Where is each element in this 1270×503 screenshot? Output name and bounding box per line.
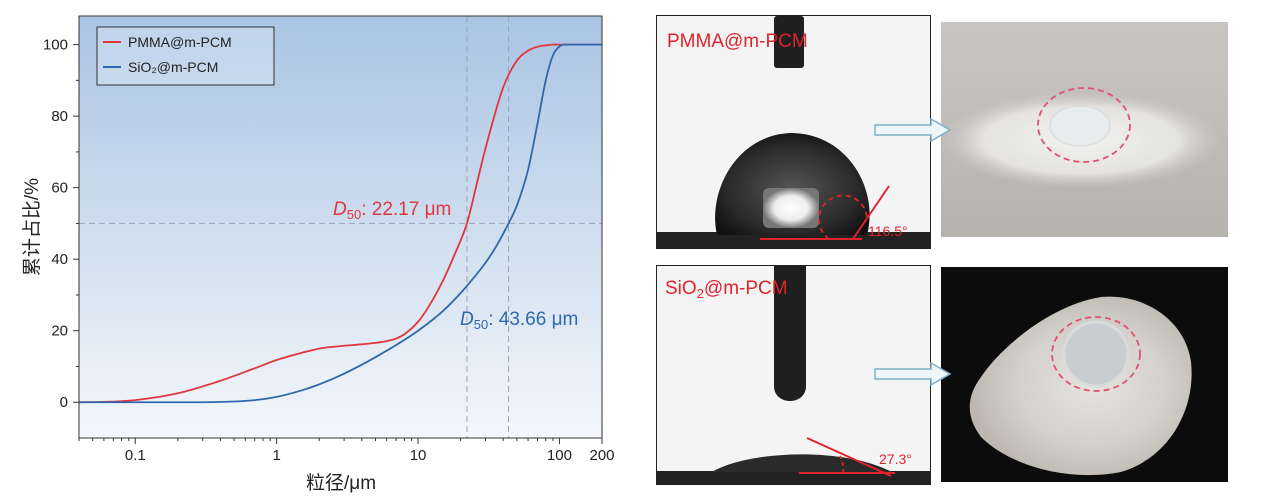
x-axis: 0.1 1 10 100 200 [78, 438, 615, 464]
arrow-right-icon [874, 118, 952, 142]
angle-arc [818, 194, 868, 240]
y-tick-label: 0 [60, 394, 68, 411]
droplet [712, 454, 892, 472]
legend-label-sio2: SiO₂@m-PCM [128, 59, 218, 75]
x-tick-label: 0.1 [125, 447, 146, 464]
powder-photo-pmma [941, 22, 1228, 237]
pmma-photo-label: PMMA@m-PCM [667, 31, 808, 52]
y-tick-label: 80 [51, 108, 68, 125]
sio2-label-prefix: SiO [665, 278, 697, 299]
x-axis-label: 粒径/μm [306, 472, 376, 494]
substrate [657, 471, 930, 484]
plot-frame [78, 15, 603, 439]
sio2-label-sub: 2 [697, 286, 704, 301]
annotation-pmma-subscript: 50 [347, 207, 361, 222]
y-tick-label: 100 [43, 37, 68, 54]
legend: PMMA@m-PCM SiO₂@m-PCM [96, 26, 275, 86]
annotation-pmma-value: : 22.17 μm [361, 199, 451, 220]
plot-background [79, 16, 602, 438]
droplet-highlight [763, 188, 819, 228]
x-tick-label: 1 [272, 447, 280, 464]
x-tick-label: 200 [589, 447, 614, 464]
particle-size-chart: 0.1 1 10 100 200 0 20 40 60 80 100 粒径/μm 累计占比/% P… [0, 0, 640, 498]
series-group [79, 43, 602, 404]
sio2-photo-label: SiO2@m-PCM [665, 278, 788, 301]
sio2-contact-angle: 27.3° [879, 451, 912, 467]
annotation-pmma-d50: D50: 22.17 μm [333, 199, 451, 222]
annotation-sio2-d50: D50: 43.66 μm [460, 309, 578, 332]
annotation-sio2-symbol: D [460, 309, 474, 330]
y-axis-label: 累计占比/% [21, 178, 43, 276]
annotation-pmma-symbol: D [333, 199, 347, 220]
chart-canvas: 0.1 1 10 100 200 0 20 40 60 80 100 粒径/μm 累计占比/% P… [21, 15, 615, 494]
highlight-circle [1037, 87, 1131, 163]
powder-pile [969, 296, 1192, 476]
highlight-circle [1051, 316, 1141, 392]
y-axis: 0 20 40 60 80 100 [43, 37, 79, 411]
tangent-line [852, 185, 890, 240]
tangent-line [806, 437, 892, 477]
water-pool [1062, 320, 1130, 388]
y-tick-label: 20 [51, 323, 68, 340]
x-tick-label: 100 [547, 447, 572, 464]
y-tick-label: 40 [51, 251, 68, 268]
reference-lines [79, 16, 602, 438]
powder-photo-sio2 [941, 267, 1228, 482]
angle-arc [839, 455, 845, 474]
annotation-sio2-value: : 43.66 μm [488, 309, 578, 330]
needle [774, 16, 804, 68]
water-droplet [1049, 105, 1111, 147]
series-line-pmma [79, 43, 602, 404]
y-tick-label: 60 [51, 180, 68, 197]
droplet [715, 133, 870, 235]
legend-label-pmma: PMMA@m-PCM [128, 34, 232, 50]
series-line-sio2 [79, 43, 602, 404]
pmma-contact-angle: 116.5° [868, 223, 908, 239]
needle [774, 266, 806, 401]
sio2-label-suffix: @m-PCM [704, 278, 788, 299]
legend-box [96, 26, 275, 86]
x-tick-label: 10 [410, 447, 427, 464]
annotation-sio2-subscript: 50 [474, 317, 488, 332]
arrow-right-icon [874, 362, 952, 386]
